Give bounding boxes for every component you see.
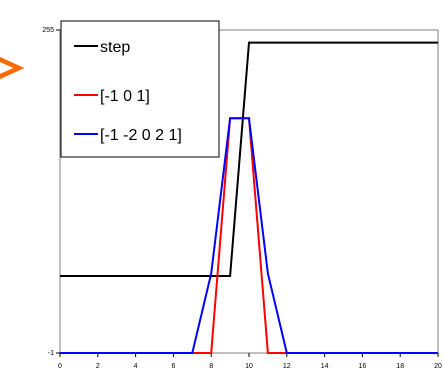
- series-line-2: [60, 117, 438, 354]
- legend: step [-1 0 1] [-1 -2 0 2 1]: [60, 20, 220, 158]
- x-tick-label: 2: [96, 363, 100, 370]
- x-tick-label: 16: [359, 363, 367, 370]
- x-tick-label: 18: [396, 363, 404, 370]
- x-tick-label: 20: [434, 363, 442, 370]
- x-tick-label: 14: [321, 363, 329, 370]
- x-tick-label: 4: [134, 363, 138, 370]
- series-lines: [60, 41, 438, 354]
- legend-label-step: step: [100, 39, 130, 56]
- x-tick-label: 0: [58, 363, 62, 370]
- x-tick-label: 8: [209, 363, 213, 370]
- legend-label-2: [-1 -2 0 2 1]: [100, 127, 182, 144]
- y-tick-label: 255: [42, 27, 54, 34]
- series-line-0: [60, 41, 438, 277]
- y-tick-label: -1: [48, 350, 54, 357]
- x-tick-label: 6: [171, 363, 175, 370]
- legend-label-1: [-1 0 1]: [100, 88, 150, 105]
- x-tick-label: 10: [245, 363, 253, 370]
- x-tick-label: 12: [283, 363, 291, 370]
- arrow-right-icon: [0, 56, 25, 80]
